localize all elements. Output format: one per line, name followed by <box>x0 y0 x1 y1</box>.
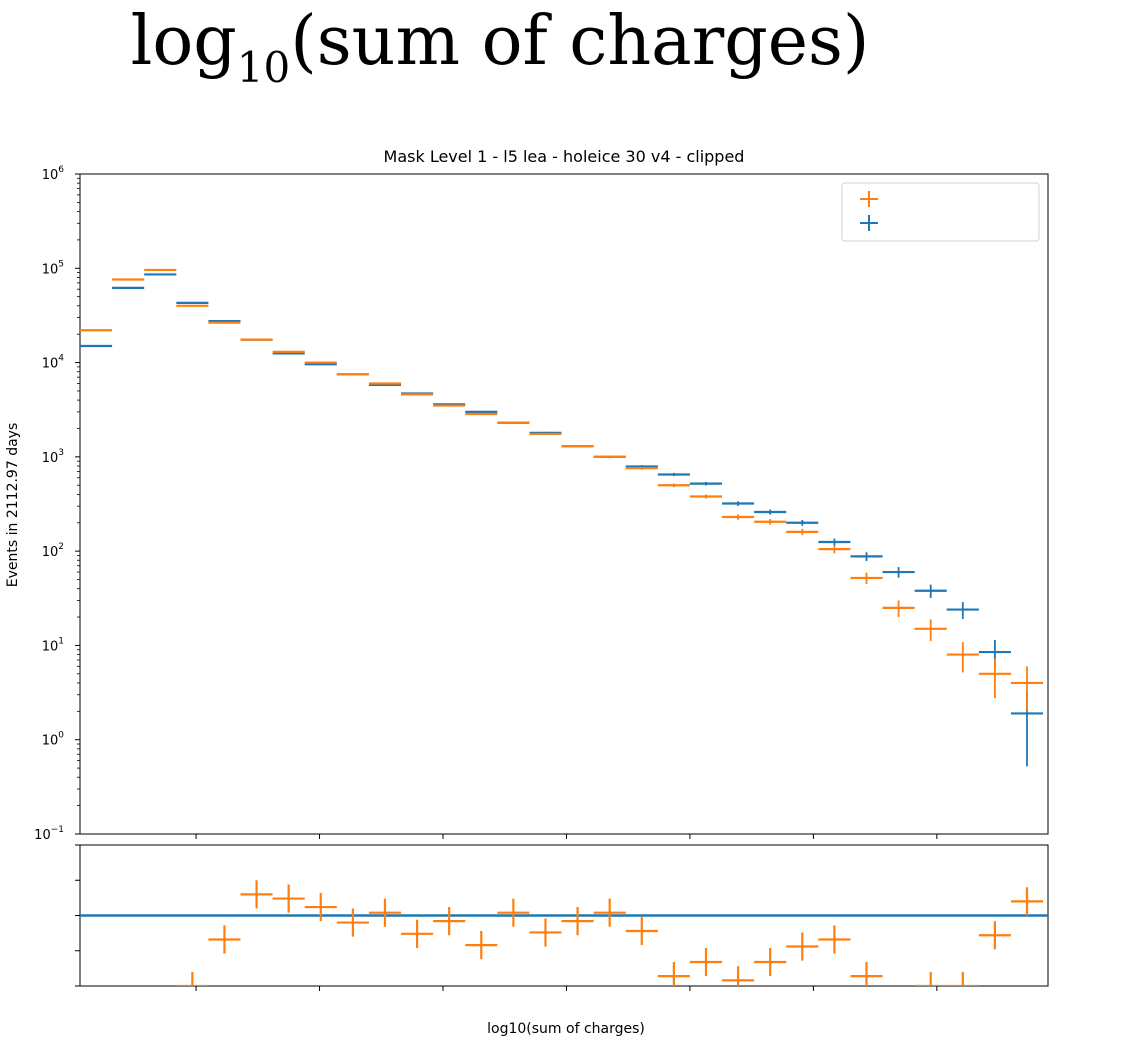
legend <box>841 182 1040 242</box>
figure-heading-rest: (sum of charges) <box>290 2 870 81</box>
y-tick-label-exponent: −1 <box>51 825 64 835</box>
chart-title: Mask Level 1 - l5 lea - holeice 30 v4 - … <box>384 147 745 166</box>
ratio-plot <box>75 844 1049 991</box>
y-tick-label-base: 10 <box>42 357 59 372</box>
y-tick-label-base: 10 <box>42 639 59 654</box>
y-tick-label-exponent: 1 <box>58 636 64 646</box>
y-tick-label-exponent: 6 <box>58 165 64 175</box>
figure-heading-prefix: log <box>130 2 237 81</box>
y-tick-label-base: 10 <box>42 262 59 277</box>
y-tick-label-base: 10 <box>42 545 59 560</box>
y-tick-label-exponent: 5 <box>58 259 64 269</box>
y-tick-label-exponent: 4 <box>58 354 64 364</box>
y-axis-label: Events in 2112.97 days <box>5 423 21 587</box>
y-tick-label-base: 10 <box>42 734 59 749</box>
x-axis-label: log10(sum of charges) <box>487 1021 645 1037</box>
legend-frame <box>841 182 1040 242</box>
figure-heading-subscript: 10 <box>236 43 291 92</box>
y-tick-label: 100 <box>42 731 65 749</box>
y-tick-label: 10−1 <box>34 825 64 843</box>
y-tick-label-base: 10 <box>42 451 59 466</box>
y-tick-label-exponent: 0 <box>58 731 64 741</box>
y-tick-label-exponent: 3 <box>58 448 64 458</box>
y-tick-label: 101 <box>42 636 64 654</box>
main-plot-frame <box>79 173 1049 835</box>
y-tick-label: 104 <box>42 354 65 372</box>
y-tick-label-base: 10 <box>34 828 51 843</box>
figure-heading: log10(sum of charges) <box>0 8 1000 89</box>
y-tick-label: 103 <box>42 448 64 466</box>
y-tick-label-base: 10 <box>42 168 59 183</box>
ratio-points <box>176 880 1044 986</box>
y-tick-label-exponent: 2 <box>58 542 64 552</box>
y-tick-label: 105 <box>42 259 64 277</box>
y-tick-label: 106 <box>42 165 65 183</box>
y-tick-label: 102 <box>42 542 64 560</box>
